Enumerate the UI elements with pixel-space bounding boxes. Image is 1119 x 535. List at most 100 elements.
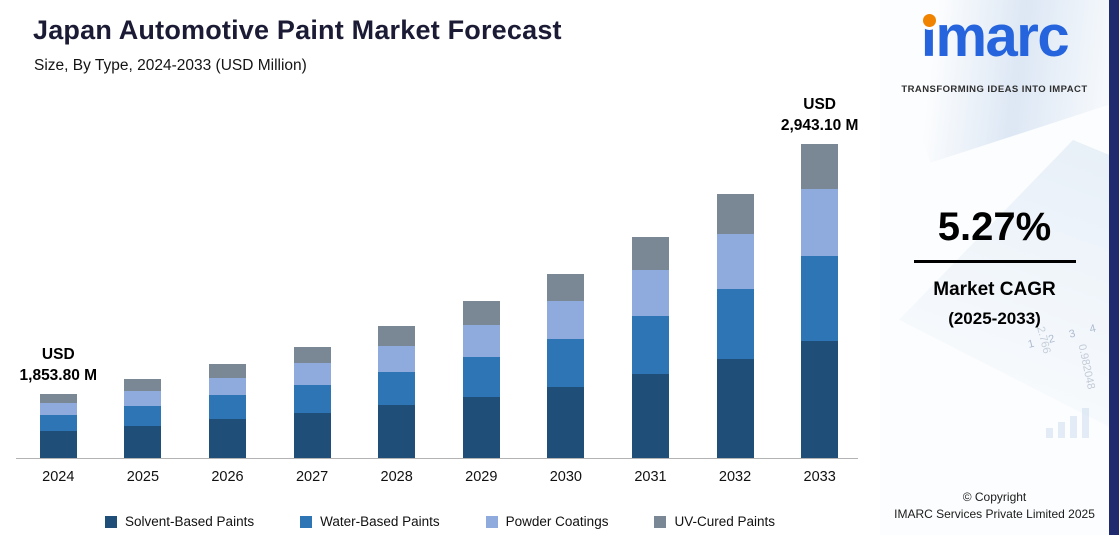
stacked-bar-2029 bbox=[462, 301, 500, 459]
segment-solvent-based-paints-2029 bbox=[462, 397, 500, 459]
segment-powder-coatings-2028 bbox=[378, 346, 416, 372]
segment-powder-coatings-2030 bbox=[547, 301, 585, 339]
bar-column-2030: 2030 bbox=[524, 110, 609, 485]
imarc-logo: imarc bbox=[880, 8, 1109, 66]
legend-item-water-based-paints: Water-Based Paints bbox=[300, 514, 440, 529]
stacked-bar-2032 bbox=[716, 194, 754, 459]
x-axis-label-2024: 2024 bbox=[42, 469, 75, 485]
logo-orange-dot-icon bbox=[922, 14, 936, 27]
segment-solvent-based-paints-2030 bbox=[547, 387, 585, 459]
legend-label-water-based-paints: Water-Based Paints bbox=[320, 514, 440, 529]
x-axis-label-2032: 2032 bbox=[718, 469, 752, 485]
stacked-bar-chart: USD 1,853.80 M 2024 2025 2026 2027 2028 2029 203… bbox=[16, 96, 862, 485]
stacked-bar-2031 bbox=[631, 237, 669, 459]
legend-swatch-powder-coatings bbox=[485, 515, 498, 528]
segment-solvent-based-paints-2027 bbox=[293, 413, 331, 459]
segment-water-based-paints-2026 bbox=[208, 395, 246, 419]
segment-water-based-paints-2032 bbox=[716, 289, 754, 359]
legend-label-powder-coatings: Powder Coatings bbox=[505, 514, 609, 529]
segment-solvent-based-paints-2033 bbox=[801, 341, 839, 459]
x-axis-label-2031: 2031 bbox=[634, 469, 667, 485]
x-axis-label-2033: 2033 bbox=[803, 469, 836, 485]
chart-legend: Solvent-Based Paints Water-Based Paints Po… bbox=[0, 514, 880, 529]
segment-powder-coatings-2026 bbox=[208, 378, 246, 395]
page-subtitle: Size, By Type, 2024-2033 (USD Million) bbox=[34, 57, 307, 74]
segment-powder-coatings-2025 bbox=[124, 391, 162, 406]
segment-uv-cured-paints-2030 bbox=[547, 274, 585, 301]
segment-powder-coatings-2024 bbox=[39, 403, 77, 415]
cagr-value: 5.27% bbox=[937, 205, 1052, 249]
chart-panel: Japan Automotive Paint Market Forecast S… bbox=[0, 15, 880, 529]
segment-uv-cured-paints-2025 bbox=[124, 379, 162, 391]
stacked-bar-2025 bbox=[124, 379, 162, 459]
stacked-bar-2028 bbox=[378, 326, 416, 459]
x-axis-label-2030: 2030 bbox=[549, 469, 582, 485]
segment-powder-coatings-2027 bbox=[293, 363, 331, 385]
x-axis-label-2025: 2025 bbox=[126, 469, 160, 485]
bar-column-2031: 2031 bbox=[608, 110, 693, 485]
bar-column-2033: USD 2,943.10 M 2033 bbox=[777, 96, 862, 485]
segment-powder-coatings-2031 bbox=[631, 270, 669, 316]
stacked-bar-2026 bbox=[208, 364, 246, 459]
x-axis-label-2028: 2028 bbox=[380, 469, 413, 485]
segment-uv-cured-paints-2033 bbox=[801, 144, 839, 189]
bar-column-2026: 2026 bbox=[185, 110, 270, 485]
legend-swatch-solvent-based-paints bbox=[105, 515, 117, 528]
cagr-divider bbox=[913, 260, 1076, 263]
bar-column-2032: 2032 bbox=[693, 110, 778, 485]
segment-solvent-based-paints-2031 bbox=[631, 374, 669, 459]
segment-water-based-paints-2031 bbox=[631, 316, 669, 374]
bar-column-2028: 2028 bbox=[354, 110, 439, 485]
sidebar: 1 2 3 4 0.982048 2.766 imarc TRANSFORMIN… bbox=[880, 0, 1119, 535]
legend-label-solvent-based-paints: Solvent-Based Paints bbox=[125, 514, 255, 529]
cagr-period: (2025-2033) bbox=[948, 308, 1041, 328]
bar-column-2027: 2027 bbox=[270, 110, 355, 485]
stacked-bar-2030 bbox=[547, 274, 585, 459]
segment-powder-coatings-2032 bbox=[716, 234, 754, 289]
bar-column-2024: USD 1,853.80 M 2024 bbox=[16, 110, 101, 485]
segment-uv-cured-paints-2024 bbox=[39, 394, 77, 403]
x-axis-label-2027: 2027 bbox=[295, 469, 329, 485]
value-label-2033: USD 2,943.10 M bbox=[780, 96, 859, 134]
segment-water-based-paints-2024 bbox=[39, 415, 77, 431]
legend-item-solvent-based-paints: Solvent-Based Paints bbox=[105, 514, 254, 529]
bar-column-2029: 2029 bbox=[439, 110, 524, 485]
cagr-label: Market CAGR bbox=[933, 278, 1056, 300]
x-axis-label-2026: 2026 bbox=[211, 469, 244, 485]
decorative-bar-chart-icon bbox=[1046, 408, 1089, 438]
copyright: © Copyright IMARC Services Private Limit… bbox=[880, 489, 1109, 523]
segment-uv-cured-paints-2029 bbox=[462, 301, 500, 325]
segment-uv-cured-paints-2031 bbox=[631, 237, 669, 270]
segment-solvent-based-paints-2024 bbox=[39, 431, 77, 459]
cagr-block: 5.27% Market CAGR (2025-2033) bbox=[880, 205, 1109, 329]
legend-item-powder-coatings: Powder Coatings bbox=[485, 514, 609, 529]
copyright-line2: IMARC Services Private Limited 2025 bbox=[894, 507, 1095, 522]
segment-solvent-based-paints-2026 bbox=[208, 419, 246, 459]
segment-water-based-paints-2025 bbox=[124, 406, 162, 426]
copyright-line1: © Copyright bbox=[962, 490, 1027, 505]
segment-uv-cured-paints-2028 bbox=[378, 326, 416, 346]
segment-solvent-based-paints-2028 bbox=[378, 405, 416, 459]
segment-water-based-paints-2030 bbox=[547, 339, 585, 387]
imarc-logo-text: imarc bbox=[920, 4, 1070, 69]
legend-swatch-uv-cured-paints bbox=[654, 515, 667, 528]
bar-column-2025: 2025 bbox=[101, 110, 186, 485]
stacked-bar-2024 bbox=[39, 394, 77, 459]
stacked-bar-2027 bbox=[293, 347, 331, 459]
segment-solvent-based-paints-2025 bbox=[124, 426, 162, 459]
value-label-2024: USD 1,853.80 M bbox=[19, 346, 98, 384]
segment-solvent-based-paints-2032 bbox=[716, 359, 754, 459]
segment-powder-coatings-2033 bbox=[801, 189, 839, 256]
imarc-tagline: TRANSFORMING IDEAS INTO IMPACT bbox=[901, 84, 1088, 95]
segment-powder-coatings-2029 bbox=[462, 325, 500, 357]
segment-uv-cured-paints-2026 bbox=[208, 364, 246, 378]
segment-water-based-paints-2029 bbox=[462, 357, 500, 397]
segment-uv-cured-paints-2032 bbox=[716, 194, 754, 234]
legend-item-uv-cured-paints: UV-Cured Paints bbox=[654, 514, 775, 529]
x-axis-label-2029: 2029 bbox=[465, 469, 498, 485]
segment-water-based-paints-2033 bbox=[801, 256, 839, 341]
legend-label-uv-cured-paints: UV-Cured Paints bbox=[674, 514, 775, 529]
segment-uv-cured-paints-2027 bbox=[293, 347, 331, 363]
legend-swatch-water-based-paints bbox=[300, 515, 313, 528]
